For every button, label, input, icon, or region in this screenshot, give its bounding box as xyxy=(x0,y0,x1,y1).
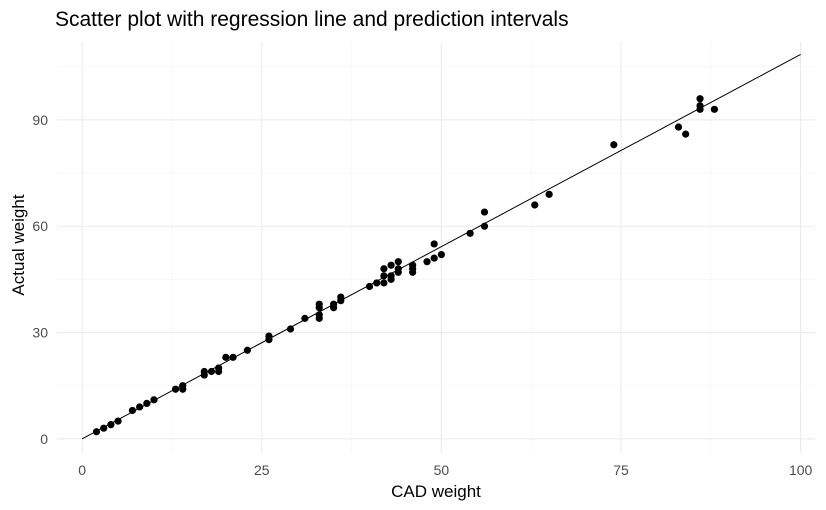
x-tick-label: 25 xyxy=(254,462,270,478)
data-point xyxy=(380,279,388,287)
data-point xyxy=(128,406,137,415)
data-point xyxy=(480,222,489,230)
x-tick-label: 100 xyxy=(789,462,813,478)
y-tick-label: 0 xyxy=(40,431,48,447)
data-point xyxy=(610,141,618,149)
data-point xyxy=(92,428,101,436)
data-point xyxy=(365,282,374,291)
data-point xyxy=(100,424,108,432)
data-point xyxy=(337,293,345,301)
data-point xyxy=(430,254,438,262)
data-point xyxy=(200,367,208,376)
data-point xyxy=(380,272,388,280)
data-point xyxy=(179,382,187,390)
data-point xyxy=(150,396,158,404)
data-point xyxy=(423,258,431,266)
data-point xyxy=(301,314,309,322)
data-point xyxy=(330,300,338,308)
x-axis-title: CAD weight xyxy=(391,482,481,501)
y-axis-title: Actual weight xyxy=(9,194,28,295)
data-point xyxy=(545,190,553,198)
plot-grid xyxy=(57,42,815,453)
data-points xyxy=(92,95,719,436)
data-point xyxy=(409,261,417,269)
data-point xyxy=(229,353,237,361)
data-point xyxy=(315,311,323,319)
data-point xyxy=(387,272,395,280)
data-point xyxy=(286,325,295,333)
y-tick-label: 90 xyxy=(32,112,48,128)
data-point xyxy=(480,208,489,216)
data-point xyxy=(265,332,273,340)
x-tick-label: 75 xyxy=(613,462,629,478)
data-point xyxy=(682,130,690,138)
data-point xyxy=(696,95,704,103)
y-tick-label: 60 xyxy=(32,218,48,234)
y-tick-label: 30 xyxy=(32,325,48,341)
data-point xyxy=(430,240,438,248)
data-point xyxy=(674,123,683,131)
data-point xyxy=(387,261,395,269)
y-axis-ticks: 0 30 60 90 xyxy=(32,112,48,447)
data-point xyxy=(207,367,216,376)
data-point xyxy=(315,300,323,308)
data-point xyxy=(107,421,115,429)
x-tick-label: 0 xyxy=(78,462,86,478)
data-point xyxy=(215,364,223,372)
data-point xyxy=(437,250,445,259)
data-point xyxy=(466,229,474,237)
data-point xyxy=(394,265,402,273)
data-point xyxy=(114,417,122,425)
data-point xyxy=(243,346,251,354)
data-point xyxy=(136,403,144,411)
chart-title: Scatter plot with regression line and pr… xyxy=(55,8,569,31)
data-point xyxy=(373,279,381,287)
data-point xyxy=(696,102,704,110)
data-point xyxy=(710,105,719,113)
data-point xyxy=(143,399,151,407)
x-tick-label: 50 xyxy=(434,462,450,478)
data-point xyxy=(380,265,388,273)
data-point xyxy=(394,258,402,266)
x-axis-ticks: 0 25 50 75 100 xyxy=(78,462,812,478)
data-point xyxy=(171,385,180,393)
data-point xyxy=(222,353,230,361)
data-point xyxy=(531,201,539,209)
